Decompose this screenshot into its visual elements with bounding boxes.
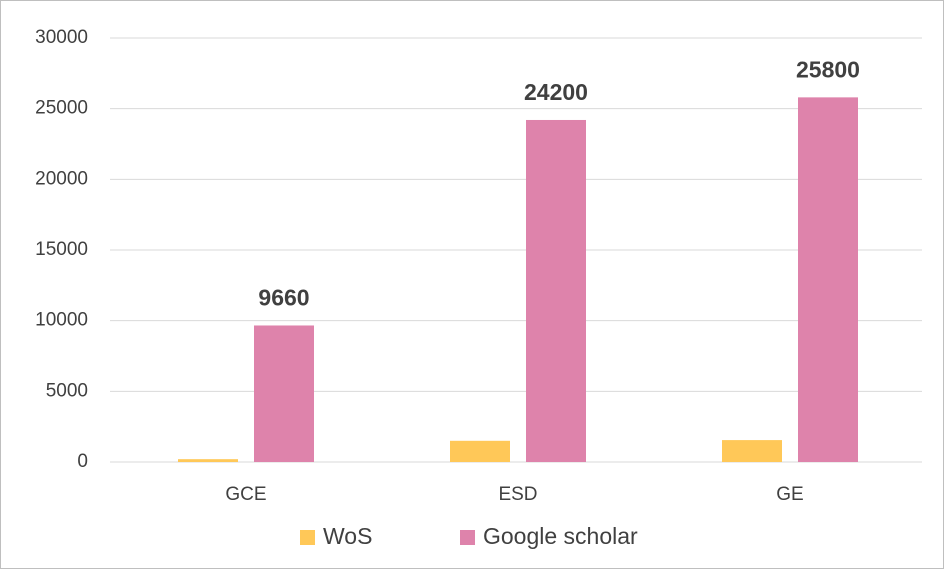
y-tick-label: 10000: [35, 310, 88, 331]
legend-swatch: [460, 530, 475, 545]
bar: [254, 325, 314, 462]
y-tick-label: 0: [77, 451, 88, 472]
x-tick-label: GE: [776, 484, 803, 505]
bar: [798, 97, 858, 463]
y-tick-label: 15000: [35, 239, 88, 260]
bar: [450, 440, 510, 462]
bar: [178, 459, 238, 462]
y-tick-label: 25000: [35, 98, 88, 119]
legend-swatch: [300, 530, 315, 545]
value-label: 9660: [258, 285, 309, 311]
bar: [722, 440, 782, 462]
bar: [526, 119, 586, 463]
legend-label: WoS: [323, 523, 372, 549]
value-label: 24200: [524, 79, 588, 105]
x-tick-label: ESD: [498, 484, 537, 505]
y-tick-label: 20000: [35, 168, 88, 189]
y-tick-label: 30000: [35, 27, 88, 48]
x-tick-label: GCE: [225, 484, 266, 505]
value-label: 25800: [796, 56, 860, 82]
legend-label: Google scholar: [483, 523, 638, 549]
y-tick-label: 5000: [46, 380, 88, 401]
